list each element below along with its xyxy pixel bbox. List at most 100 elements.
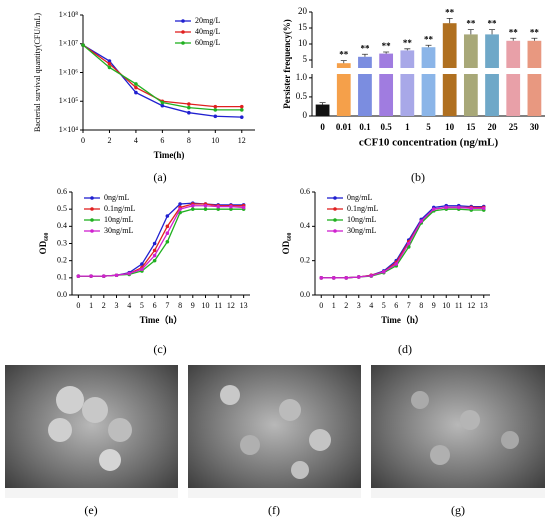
marker bbox=[241, 205, 246, 210]
legend-marker bbox=[333, 196, 337, 200]
marker bbox=[76, 274, 81, 278]
bar bbox=[379, 53, 394, 68]
series-line bbox=[321, 205, 484, 279]
marker bbox=[394, 262, 399, 266]
bar bbox=[379, 74, 394, 116]
panel-label: (f) bbox=[268, 503, 280, 517]
marker bbox=[178, 202, 182, 206]
sem-image-g bbox=[371, 365, 545, 498]
y-tick-label: 10 bbox=[298, 38, 308, 48]
legend-label: 0ng/mL bbox=[104, 193, 129, 202]
sem-image-e bbox=[5, 365, 178, 498]
x-tick-label: 11 bbox=[214, 301, 222, 310]
marker bbox=[216, 204, 221, 209]
x-tick-label: 0 bbox=[76, 301, 80, 310]
marker bbox=[178, 207, 182, 211]
bar bbox=[506, 74, 521, 116]
legend-label: 30ng/mL bbox=[347, 226, 376, 235]
x-tick-label: 10 bbox=[442, 301, 450, 310]
marker bbox=[140, 262, 144, 266]
legend-label: 30ng/mL bbox=[104, 226, 133, 235]
x-tick-label: 3 bbox=[115, 301, 119, 310]
marker bbox=[187, 102, 191, 106]
x-tick-label: 7 bbox=[165, 301, 169, 310]
x-tick-label: 6 bbox=[394, 301, 398, 310]
y-tick-label: 5 bbox=[303, 54, 308, 64]
x-axis-title: Time（h） bbox=[381, 315, 424, 325]
x-tick-label: 15 bbox=[466, 122, 476, 132]
legend-label: 60mg/L bbox=[195, 38, 220, 47]
error-bar bbox=[361, 53, 368, 57]
marker bbox=[203, 203, 208, 208]
legend-label: 0ng/mL bbox=[347, 193, 372, 202]
y-tick-label: 0 bbox=[303, 110, 308, 120]
x-axis-title: Time(h) bbox=[154, 150, 185, 160]
marker bbox=[107, 62, 112, 66]
marker bbox=[127, 271, 132, 276]
x-tick-label: 9 bbox=[432, 301, 436, 310]
annotation: ** bbox=[530, 27, 540, 37]
marker bbox=[165, 224, 170, 229]
annotation: ** bbox=[360, 43, 370, 53]
marker bbox=[481, 206, 486, 211]
x-tick-label: 9 bbox=[191, 301, 195, 310]
marker bbox=[165, 239, 170, 244]
bar bbox=[421, 74, 436, 116]
error-bar bbox=[383, 51, 390, 54]
error-bar bbox=[446, 18, 453, 24]
marker bbox=[101, 274, 106, 278]
error-bar bbox=[404, 48, 411, 51]
marker bbox=[107, 59, 112, 63]
bar bbox=[463, 74, 478, 116]
y-tick-label: 0.0 bbox=[300, 290, 310, 299]
legend-marker bbox=[90, 196, 94, 200]
annotation: ** bbox=[488, 19, 498, 29]
x-tick-label: 1 bbox=[332, 301, 336, 310]
bar bbox=[400, 74, 415, 116]
x-tick-label: 8 bbox=[178, 301, 182, 310]
error-bar bbox=[467, 29, 474, 35]
legend-marker bbox=[333, 229, 337, 233]
x-tick-label: 13 bbox=[480, 301, 488, 310]
bar bbox=[485, 34, 499, 68]
annotation: ** bbox=[445, 7, 455, 17]
marker bbox=[152, 258, 157, 263]
marker bbox=[107, 65, 112, 70]
series-line bbox=[321, 206, 484, 279]
x-tick-label: 1 bbox=[405, 122, 410, 132]
annotation: ** bbox=[382, 41, 392, 51]
y-axis-title: Persister frequency(%) bbox=[282, 19, 292, 108]
x-tick-label: 8 bbox=[419, 301, 423, 310]
error-bar bbox=[489, 29, 496, 35]
marker bbox=[213, 108, 218, 112]
panel-label: (e) bbox=[84, 503, 97, 517]
x-tick-label: 2 bbox=[102, 301, 106, 310]
marker bbox=[81, 43, 85, 47]
panel-label: (c) bbox=[153, 342, 166, 356]
series-line bbox=[82, 44, 242, 108]
x-tick-label: 4 bbox=[369, 301, 373, 310]
x-tick-label: 4 bbox=[134, 136, 138, 145]
bar bbox=[336, 74, 351, 116]
legend-label: 0.1ng/mL bbox=[347, 204, 378, 213]
x-tick-label: 20 bbox=[488, 122, 498, 132]
y-tick-label: 0.6 bbox=[57, 187, 67, 196]
legend-marker bbox=[181, 19, 185, 23]
x-tick-label: 2 bbox=[107, 136, 111, 145]
x-tick-label: 11 bbox=[455, 301, 463, 310]
x-tick-label: 12 bbox=[238, 136, 246, 145]
y-tick-label: 0.5 bbox=[57, 204, 67, 213]
bar bbox=[485, 74, 499, 116]
annotation: ** bbox=[339, 50, 349, 60]
y-axis-title: Bacterial survival quantity(CFU/mL) bbox=[33, 13, 42, 132]
x-tick-label: 5 bbox=[382, 301, 386, 310]
series-line bbox=[78, 205, 244, 277]
y-tick-label: 0.4 bbox=[57, 221, 67, 230]
marker bbox=[134, 90, 138, 95]
y-tick-label: 0.4 bbox=[300, 221, 310, 230]
marker bbox=[152, 253, 157, 258]
series-line bbox=[321, 206, 484, 279]
error-bar bbox=[340, 60, 347, 64]
marker bbox=[152, 241, 157, 246]
